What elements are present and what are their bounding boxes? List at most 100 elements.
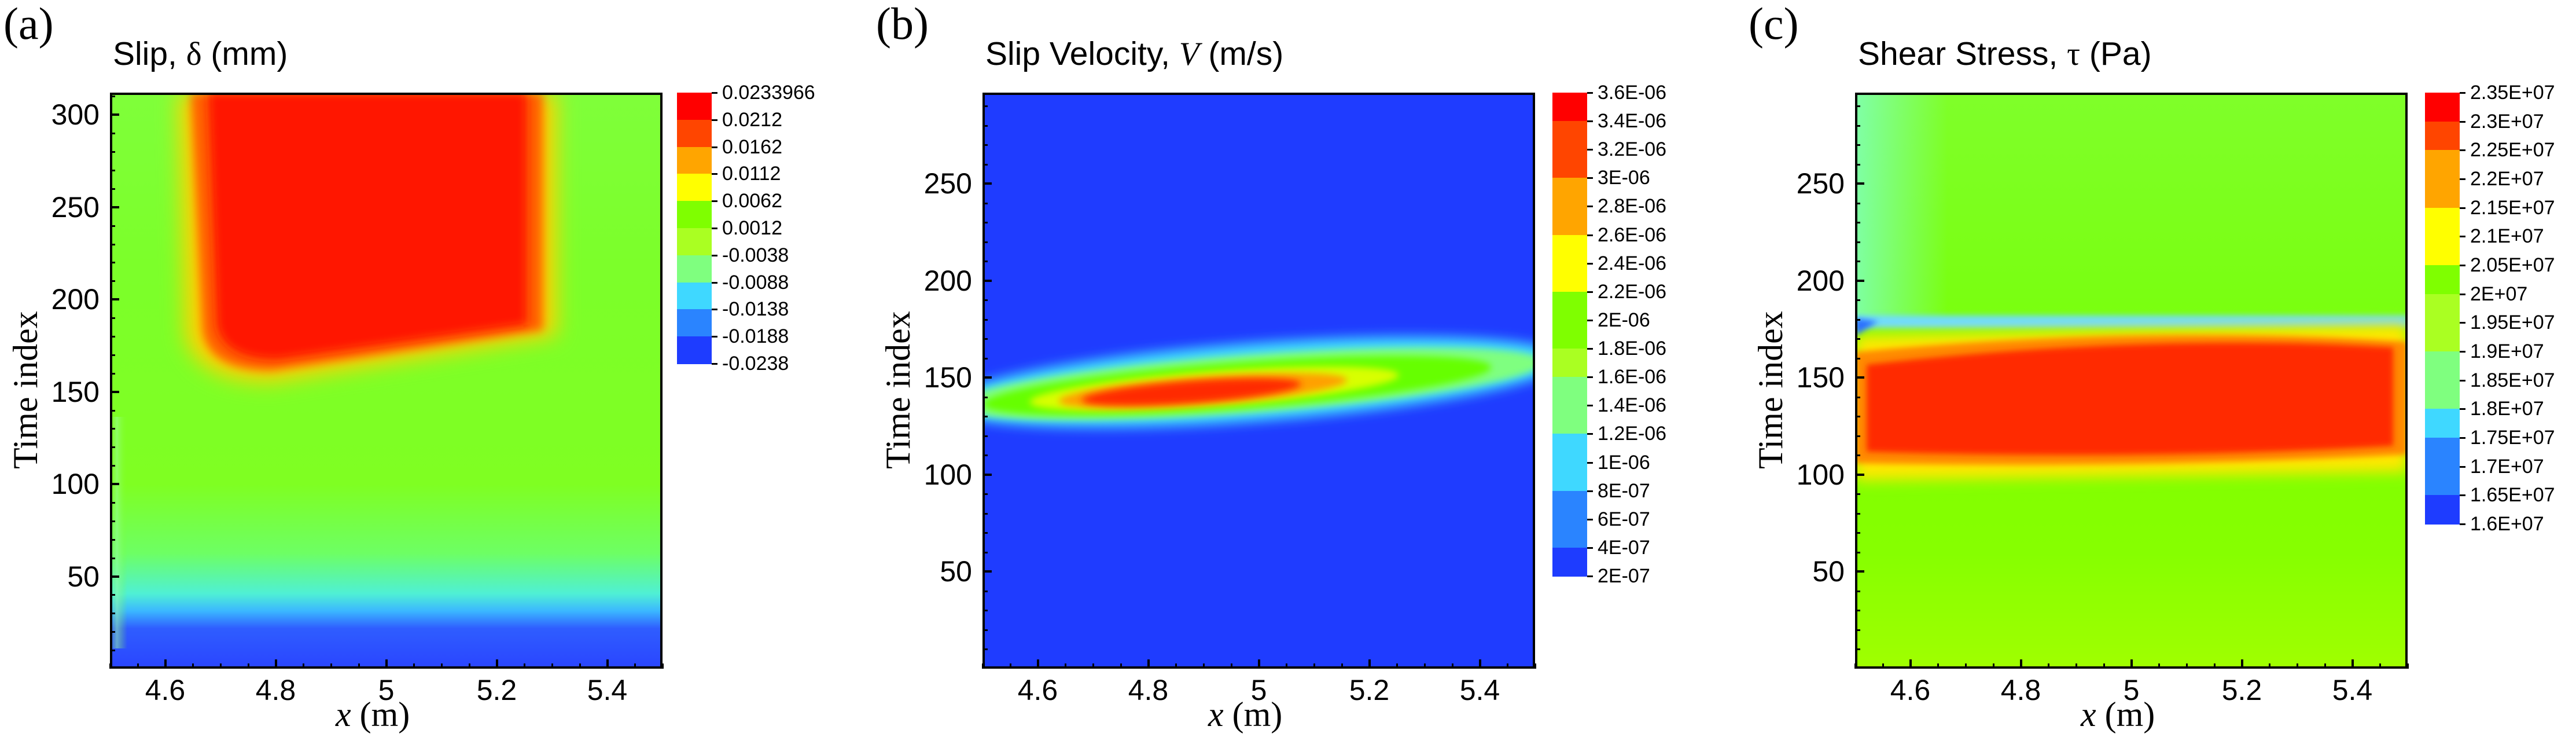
chart-title: Slip, δ (mm) xyxy=(113,35,288,72)
colorbar-segment xyxy=(1552,349,1587,378)
y-minor-tick xyxy=(982,629,988,631)
x-minor-tick xyxy=(1120,663,1122,669)
y-minor-tick xyxy=(1855,299,1860,302)
y-minor-tick xyxy=(1855,590,1860,592)
colorbar-tick xyxy=(712,146,717,148)
colorbar-tick xyxy=(2460,178,2465,180)
y-minor-tick xyxy=(982,163,988,166)
colorbar-tick xyxy=(712,200,717,203)
x-minor-tick xyxy=(579,663,581,669)
y-minor-tick xyxy=(110,557,115,559)
x-minor-tick xyxy=(2351,663,2354,669)
y-minor-tick xyxy=(982,416,988,418)
colorbar-label: 1.2E-06 xyxy=(1598,423,1667,445)
y-minor-tick xyxy=(110,372,115,375)
y-minor-tick xyxy=(110,133,115,135)
y-tick-label: 50 xyxy=(940,555,972,588)
colorbar-label: 3E-06 xyxy=(1598,167,1650,189)
y-tick-mark xyxy=(110,575,119,578)
y-minor-tick xyxy=(982,222,988,224)
x-minor-tick xyxy=(2297,663,2298,669)
colorbar-label: 1.6E+07 xyxy=(2470,513,2544,535)
y-minor-tick xyxy=(982,493,988,496)
x-minor-tick xyxy=(1286,663,1288,669)
colorbar-label: 0.0162 xyxy=(722,135,782,158)
x-minor-tick xyxy=(330,663,332,669)
colorbar-label: -0.0238 xyxy=(722,353,789,375)
colorbar-tick xyxy=(712,173,717,175)
x-tick-label: 5.4 xyxy=(587,674,628,706)
x-minor-tick xyxy=(1368,663,1371,669)
y-minor-tick xyxy=(110,280,115,283)
y-minor-tick xyxy=(982,454,988,457)
colorbar-label: 0.0112 xyxy=(722,163,781,185)
colorbar-label: 0.0212 xyxy=(722,108,782,131)
y-minor-tick xyxy=(982,318,988,321)
colorbar-label: 2.3E+07 xyxy=(2470,110,2544,133)
y-minor-tick xyxy=(1855,454,1860,457)
colorbar-tick xyxy=(2460,465,2465,468)
colorbar-tick xyxy=(1587,348,1593,350)
y-minor-tick xyxy=(110,465,115,467)
y-minor-tick xyxy=(982,202,988,204)
colorbar-segment xyxy=(2425,409,2460,438)
colorbar-segment xyxy=(677,282,712,310)
colorbar-label: 1.6E-06 xyxy=(1598,366,1667,388)
y-tick-mark xyxy=(110,483,119,486)
x-minor-tick xyxy=(2324,663,2326,669)
y-minor-tick xyxy=(1855,493,1860,496)
panel-label: (c) xyxy=(1749,0,1799,49)
colorbar-label: 1.8E+07 xyxy=(2470,398,2544,420)
colorbar-segment xyxy=(2425,265,2460,295)
y-minor-tick xyxy=(982,532,988,534)
y-tick-label: 100 xyxy=(1796,458,1845,491)
colorbar-tick xyxy=(1587,319,1593,321)
colorbar-label: -0.0188 xyxy=(722,325,789,348)
x-minor-tick xyxy=(496,663,498,669)
colorbar-segment xyxy=(1552,405,1587,435)
colorbar-label: 3.2E-06 xyxy=(1598,138,1667,161)
y-minor-tick xyxy=(110,96,115,98)
colorbar-tick xyxy=(2460,437,2465,439)
y-minor-tick xyxy=(1855,144,1860,146)
y-minor-tick xyxy=(982,435,988,437)
colorbar-label: 2.4E-06 xyxy=(1598,252,1667,274)
colorbar-label: 8E-07 xyxy=(1598,479,1650,502)
x-minor-tick xyxy=(275,663,277,669)
colorbar-tick xyxy=(1587,376,1593,379)
colorbar-segment xyxy=(2425,466,2460,496)
colorbar-label: 3.6E-06 xyxy=(1598,82,1667,104)
y-tick-mark xyxy=(982,279,992,282)
colorbar-tick xyxy=(1587,461,1593,464)
y-tick-label: 50 xyxy=(67,560,100,593)
y-minor-tick xyxy=(1855,124,1860,127)
y-minor-tick xyxy=(1855,435,1860,437)
y-minor-tick xyxy=(1855,532,1860,534)
colorbar-tick xyxy=(2460,265,2465,266)
chart-panel-b: (b) Slip Velocity, V (m/s) 50 100 150 200 25… xyxy=(873,0,1731,748)
y-minor-tick xyxy=(1855,629,1860,631)
colorbar-tick xyxy=(2460,408,2465,410)
y-minor-tick xyxy=(982,610,988,612)
colorbar-label: 1.4E-06 xyxy=(1598,394,1667,417)
colorbar-label: 0.0062 xyxy=(722,190,782,212)
y-tick-mark xyxy=(1855,182,1864,185)
x-minor-tick xyxy=(441,663,443,669)
x-minor-tick xyxy=(1507,663,1509,669)
x-minor-tick xyxy=(1175,663,1177,669)
x-minor-tick xyxy=(413,663,415,669)
y-minor-tick xyxy=(982,241,988,243)
y-minor-tick xyxy=(1855,105,1860,108)
colorbar-label: 0.0012 xyxy=(722,217,782,239)
y-minor-tick xyxy=(1855,202,1860,204)
colorbar-tick xyxy=(1587,575,1593,577)
y-minor-tick xyxy=(982,648,988,651)
x-axis-label: x (m) xyxy=(2081,695,2155,734)
y-tick-label: 250 xyxy=(923,167,972,200)
colorbar-tick xyxy=(1587,206,1593,208)
y-minor-tick xyxy=(110,594,115,596)
y-minor-tick xyxy=(1855,551,1860,553)
x-minor-tick xyxy=(524,663,526,669)
x-axis-label: x (m) xyxy=(336,695,410,734)
x-tick-label: 4.6 xyxy=(1890,674,1931,706)
